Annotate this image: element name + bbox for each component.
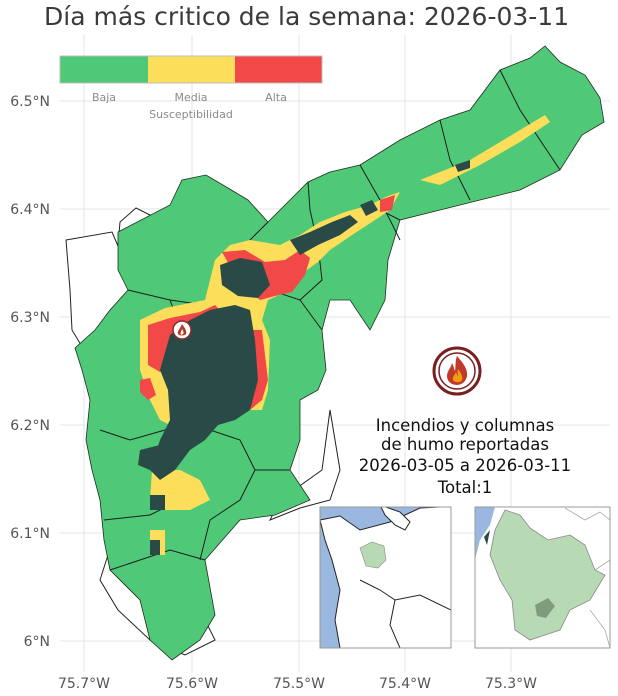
legend: Baja Media Alta Susceptibilidad	[59, 55, 323, 121]
y-tick-label: 6.2°N	[10, 418, 50, 434]
y-tick-label: 6.5°N	[10, 94, 50, 110]
fire-marker-icon[interactable]	[172, 320, 192, 340]
susceptibility-baja	[74, 45, 605, 661]
fire-logo-icon	[432, 346, 482, 396]
y-tick-label: 6°N	[24, 634, 50, 650]
legend-swatch-alta	[235, 56, 322, 83]
legend-label-baja: Baja	[92, 91, 116, 104]
y-axis: 6.5°N 6.4°N 6.3°N 6.2°N 6.1°N 6°N	[10, 94, 50, 650]
x-axis: 75.7°W 75.6°W 75.5°W 75.4°W 75.3°W	[58, 676, 537, 692]
x-tick-label: 75.3°W	[485, 676, 537, 692]
y-tick-label: 6.3°N	[10, 310, 50, 326]
legend-label-media: Media	[174, 91, 207, 104]
legend-label-alta: Alta	[265, 91, 287, 104]
legend-title: Susceptibilidad	[149, 108, 233, 121]
x-tick-label: 75.6°W	[166, 676, 218, 692]
info-line-2: de humo reportadas	[381, 435, 549, 454]
map-title: Día más critico de la semana: 2026-03-11	[44, 2, 570, 31]
info-line-1: Incendios y columnas	[376, 416, 554, 435]
x-tick-label: 75.5°W	[273, 676, 325, 692]
inset-colombia-map	[319, 506, 452, 649]
info-line-3: 2026-03-05 a 2026-03-11	[359, 456, 571, 475]
legend-swatch-baja	[60, 56, 148, 83]
inset-antioquia-map	[474, 506, 611, 649]
dense-vegetation	[138, 160, 470, 555]
fire-report-info: Incendios y columnas de humo reportadas …	[359, 416, 571, 497]
legend-swatch-media	[148, 56, 235, 83]
x-tick-label: 75.7°W	[58, 676, 110, 692]
info-line-4: Total:1	[437, 478, 493, 497]
y-tick-label: 6.1°N	[10, 526, 50, 542]
y-tick-label: 6.4°N	[10, 202, 50, 218]
x-tick-label: 75.4°W	[379, 676, 431, 692]
